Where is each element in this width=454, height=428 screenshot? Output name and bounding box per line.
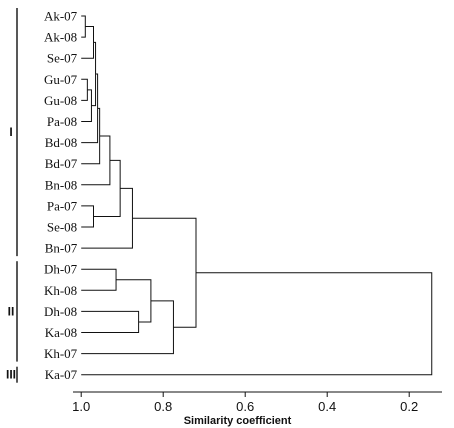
x-tick-label: 0.6 [236, 399, 254, 414]
leaf-label: Ka-07 [45, 367, 78, 382]
leaf-labels: Ak-07 Ak-08 Se-07 Gu-07 Gu-08 Pa-08 Bd-08 Bd-07… [44, 9, 78, 383]
dendrogram-branch [81, 310, 140, 333]
dendrogram-branch [81, 107, 101, 165]
dendrogram-branches [81, 15, 433, 376]
leaf-label: Se-08 [47, 220, 77, 235]
leaf-label: Bd-08 [45, 135, 78, 150]
leaf-label: Gu-07 [44, 72, 78, 87]
dendrogram-branch [81, 89, 92, 122]
dendrogram-branch [81, 272, 433, 376]
group-label: II [8, 304, 15, 318]
dendrogram-branch [81, 26, 94, 59]
leaf-label: Dh-07 [44, 262, 78, 277]
leaf-label: Bn-08 [45, 177, 78, 192]
leaf-label: Bn-07 [45, 241, 78, 256]
group-label: I [9, 125, 12, 139]
dendrogram-branch [81, 268, 117, 291]
x-axis: 1.0 0.8 0.6 0.4 0.2 [72, 391, 442, 414]
leaf-label: Ak-08 [44, 30, 77, 45]
dendrogram-branch [81, 78, 88, 101]
x-tick-label: 0.8 [154, 399, 172, 414]
x-tick-label: 0.4 [318, 399, 336, 414]
dendrogram-branch [116, 279, 152, 323]
leaf-label: Dh-08 [44, 304, 77, 319]
dendrogram-branch [81, 135, 111, 186]
leaf-label: Pa-07 [47, 198, 78, 213]
dendrogram-branch [81, 300, 174, 355]
leaf-label: Kh-08 [44, 283, 77, 298]
leaf-label: Kh-07 [44, 346, 78, 361]
leaf-label: Ak-07 [44, 9, 78, 24]
x-tick-label: 0.2 [400, 399, 418, 414]
x-tick-label: 1.0 [72, 399, 90, 414]
dendrogram-branch [81, 205, 94, 228]
group-label: III [6, 368, 16, 382]
dendrogram-branch [81, 15, 86, 38]
x-axis-label: Similarity coefficient [184, 415, 292, 427]
dendrogram-branch [81, 187, 133, 249]
leaf-label: Bd-07 [45, 156, 78, 171]
leaf-label: Gu-08 [44, 93, 77, 108]
leaf-label: Ka-08 [45, 325, 78, 340]
leaf-label: Se-07 [47, 51, 78, 66]
leaf-label: Pa-08 [47, 114, 77, 129]
dendrogram-branch [93, 159, 121, 217]
dendrogram-branch [132, 217, 197, 328]
